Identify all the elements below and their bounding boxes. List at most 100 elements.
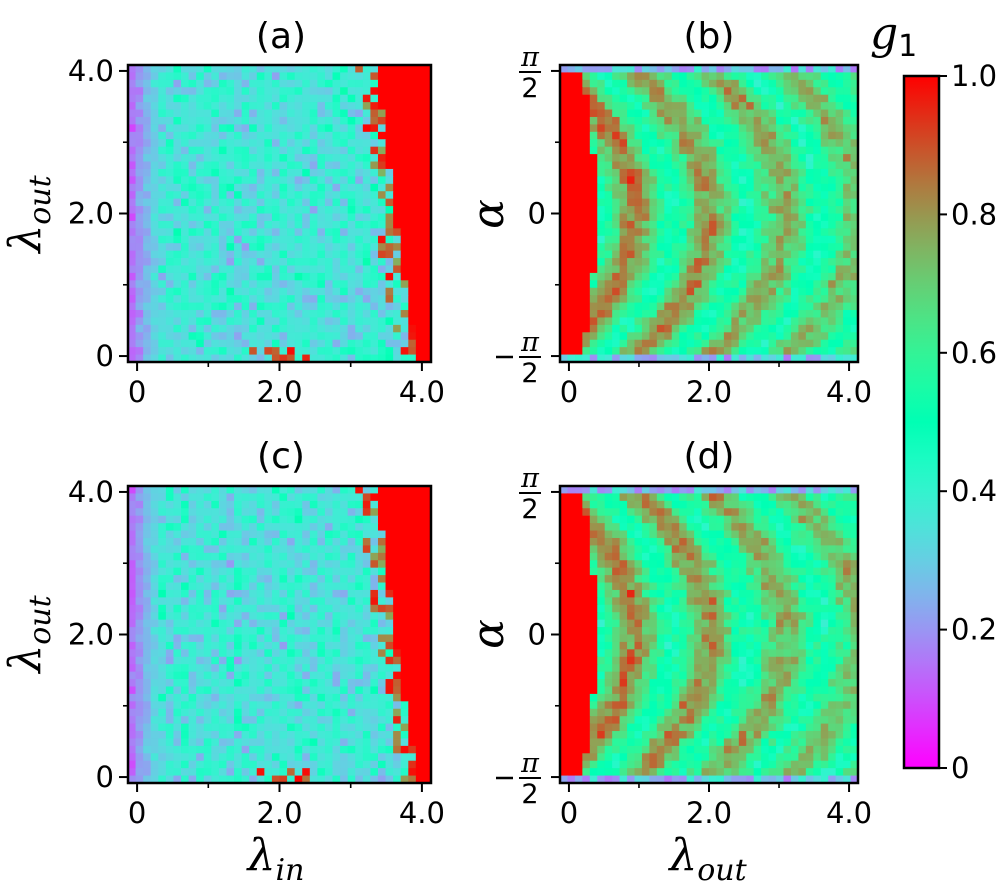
heatmap-cell [249, 191, 258, 200]
heatmap-cell [271, 679, 281, 688]
heatmap-cell [701, 72, 710, 81]
heatmap-cell [188, 604, 197, 613]
heatmap-cell [332, 604, 341, 613]
heatmap-cell [574, 146, 583, 155]
heatmap-cell [415, 716, 425, 725]
heatmap-cell [400, 79, 409, 88]
heatmap-cell [128, 589, 137, 598]
heatmap-cell [181, 310, 190, 319]
heatmap-cell [218, 302, 228, 311]
heatmap-cell [604, 339, 613, 348]
heatmap-cell [249, 567, 258, 576]
heatmap-cell [746, 116, 755, 125]
heatmap-cell [716, 146, 725, 155]
heatmap-cell [400, 515, 409, 524]
heatmap-cell [768, 87, 777, 96]
heatmap-cell [158, 693, 167, 702]
heatmap-cell [423, 347, 432, 356]
heatmap-cell [211, 154, 220, 163]
heatmap-cell [820, 317, 829, 326]
heatmap-cell [641, 213, 650, 222]
heatmap-cell [423, 265, 432, 274]
heatmap-cell [196, 723, 205, 732]
heatmap-cell [619, 146, 628, 155]
heatmap-cell [165, 131, 175, 140]
heatmap-cell [324, 287, 334, 296]
heatmap-cell [158, 671, 167, 680]
heatmap-cell [768, 295, 777, 304]
heatmap-cell [597, 176, 606, 185]
heatmap-cell [415, 332, 425, 341]
heatmap-cell [768, 287, 777, 296]
heatmap-cell [264, 523, 273, 532]
heatmap-cell [701, 493, 710, 502]
heatmap-cell [324, 760, 334, 769]
heatmap-cell [150, 738, 159, 747]
heatmap-cell [798, 116, 807, 125]
heatmap-cell [783, 243, 792, 252]
heatmap-cell [294, 265, 303, 274]
heatmap-cell [203, 738, 212, 747]
heatmap-cell [340, 87, 349, 96]
heatmap-cell [768, 272, 777, 281]
heatmap-cell [196, 139, 205, 148]
heatmap-cell [234, 679, 243, 688]
heatmap-cell [309, 493, 318, 502]
heatmap-cell [218, 486, 228, 495]
heatmap-cell [835, 347, 844, 356]
heatmap-cell [218, 250, 228, 259]
heatmap-cell [649, 250, 658, 259]
heatmap-cell [415, 339, 425, 348]
heatmap-cell [560, 235, 569, 244]
heatmap-cell [393, 686, 402, 695]
heatmap-cell [324, 619, 334, 628]
heatmap-cell [641, 339, 650, 348]
heatmap-cell [813, 295, 822, 304]
heatmap-cell [211, 701, 220, 710]
heatmap-cell [165, 280, 175, 289]
heatmap-cell [347, 258, 356, 267]
heatmap-cell [393, 679, 402, 688]
heatmap-cell [813, 206, 822, 215]
heatmap-cell [370, 664, 379, 673]
heatmap-cell [377, 679, 387, 688]
heatmap-cell [347, 213, 356, 222]
heatmap-cell [211, 486, 220, 495]
heatmap-cell [783, 250, 792, 259]
heatmap-cell [347, 124, 356, 133]
heatmap-cell [400, 94, 409, 103]
heatmap-cell [226, 176, 235, 185]
heatmap-cell [385, 198, 394, 207]
heatmap-cell [753, 265, 762, 274]
heatmap-cell [656, 124, 665, 133]
heatmap-cell [324, 183, 334, 192]
heatmap-cell [393, 567, 402, 576]
heatmap-cell [408, 243, 417, 252]
heatmap-cell [850, 287, 859, 296]
heatmap-cell [165, 612, 175, 621]
heatmap-cell [370, 183, 379, 192]
heatmap-cell [753, 131, 762, 140]
heatmap-cell [256, 619, 265, 628]
heatmap-cell [370, 109, 379, 118]
heatmap-cell [582, 198, 591, 207]
heatmap-cell [627, 220, 636, 229]
heatmap-cell [627, 258, 636, 267]
heatmap-cell [196, 486, 205, 495]
heatmap-cell [843, 139, 852, 148]
heatmap-cell [408, 347, 417, 356]
heatmap-cell [805, 109, 814, 118]
heatmap-cell [256, 280, 265, 289]
heatmap-cell [264, 124, 273, 133]
heatmap-cell [302, 109, 311, 118]
heatmap-cell [309, 753, 318, 762]
heatmap-cell [408, 753, 417, 762]
heatmap-cell [355, 537, 364, 547]
heatmap-cell [302, 486, 311, 495]
heatmap-cell [143, 679, 152, 688]
heatmap-cell [619, 332, 628, 341]
heatmap-cell [850, 65, 859, 74]
heatmap-cell [746, 310, 755, 319]
heatmap-cell [709, 310, 718, 319]
heatmap-cell [264, 339, 273, 348]
